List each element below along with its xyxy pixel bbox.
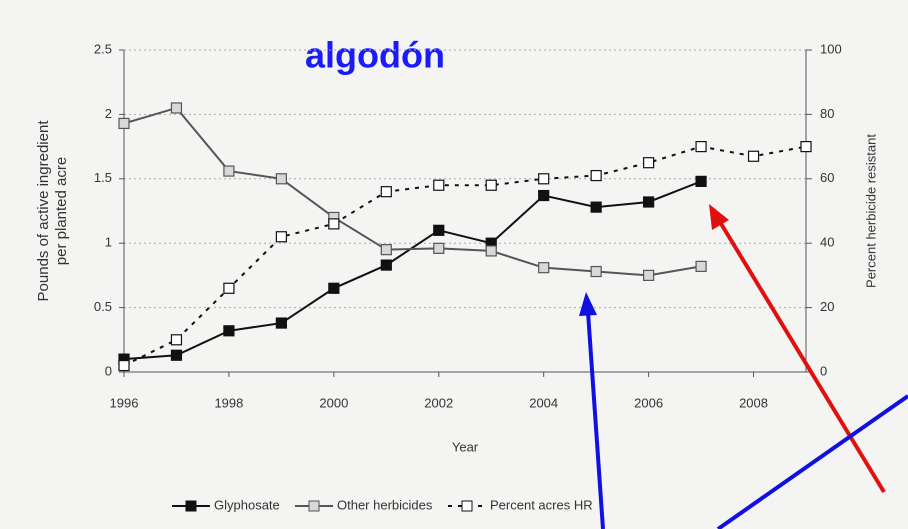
x-tick-label: 1996	[110, 395, 139, 410]
y2-tick-label: 80	[820, 106, 834, 121]
data-point	[170, 102, 183, 114]
data-point	[328, 282, 340, 294]
x-tick-label: 2004	[529, 395, 558, 410]
arrow	[586, 311, 605, 529]
data-point	[590, 265, 602, 278]
data-point	[643, 269, 655, 281]
y-tick-label: 2	[105, 106, 112, 121]
data-point	[118, 117, 130, 130]
data-point	[433, 224, 445, 236]
data-point	[485, 245, 497, 257]
series-line	[123, 106, 702, 277]
x-tick-label: 2006	[634, 395, 663, 410]
x-tick-label: 2002	[424, 395, 453, 410]
legend-label: Other herbicides	[337, 497, 433, 512]
data-point	[433, 242, 445, 254]
y-tick-label: 0.5	[94, 299, 112, 314]
data-point	[170, 349, 183, 361]
y-tick-label: 0	[105, 363, 112, 378]
data-point	[223, 282, 235, 294]
data-point	[275, 231, 287, 243]
legend-marker	[185, 500, 197, 512]
legend-marker	[461, 500, 473, 512]
data-point	[118, 359, 130, 372]
y2-tick-label: 20	[820, 299, 834, 314]
data-point	[380, 186, 392, 198]
data-point	[695, 141, 707, 153]
data-point	[485, 179, 497, 191]
data-point	[380, 259, 392, 271]
data-point	[800, 141, 812, 153]
data-point	[433, 179, 445, 191]
slash-line	[716, 394, 908, 529]
x-axis-label: Year	[452, 439, 479, 454]
data-point	[643, 196, 655, 208]
legend-label: Glyphosate	[214, 497, 280, 512]
data-point	[695, 260, 707, 272]
data-point	[747, 150, 760, 162]
arrow-head	[709, 204, 729, 230]
data-point	[223, 165, 235, 177]
series-line	[123, 145, 807, 367]
y-tick-label: 1.5	[94, 170, 112, 185]
y2-tick-label: 0	[820, 363, 827, 378]
legend-label: Percent acres HR	[490, 497, 593, 512]
y-axis-label: per planted acre	[53, 157, 70, 265]
y2-tick-label: 100	[820, 41, 842, 56]
arrow	[718, 220, 886, 494]
y-axis-label: Pounds of active ingredient	[35, 120, 52, 302]
y-tick-label: 1	[105, 235, 112, 250]
data-point	[643, 157, 655, 169]
y2-tick-label: 60	[820, 170, 834, 185]
data-point	[170, 334, 183, 346]
data-point	[590, 169, 602, 182]
x-tick-label: 2008	[739, 395, 768, 410]
x-tick-label: 2000	[319, 395, 348, 410]
arrow-head	[579, 292, 597, 316]
y-tick-label: 2.5	[94, 41, 112, 56]
data-point	[223, 325, 235, 337]
y2-tick-label: 40	[820, 235, 834, 250]
chart-title: algodón	[305, 35, 445, 76]
data-point	[328, 218, 340, 230]
series-line	[123, 180, 702, 361]
y2-axis-label: Percent herbicide resistant	[863, 134, 878, 288]
data-point	[695, 175, 707, 187]
data-point	[380, 244, 392, 256]
data-point	[538, 189, 550, 202]
legend-marker	[308, 500, 320, 512]
data-point	[538, 173, 550, 185]
data-point	[275, 173, 287, 185]
data-point	[590, 201, 602, 213]
data-point	[275, 317, 287, 329]
data-point	[538, 262, 550, 274]
x-tick-label: 1998	[214, 395, 243, 410]
